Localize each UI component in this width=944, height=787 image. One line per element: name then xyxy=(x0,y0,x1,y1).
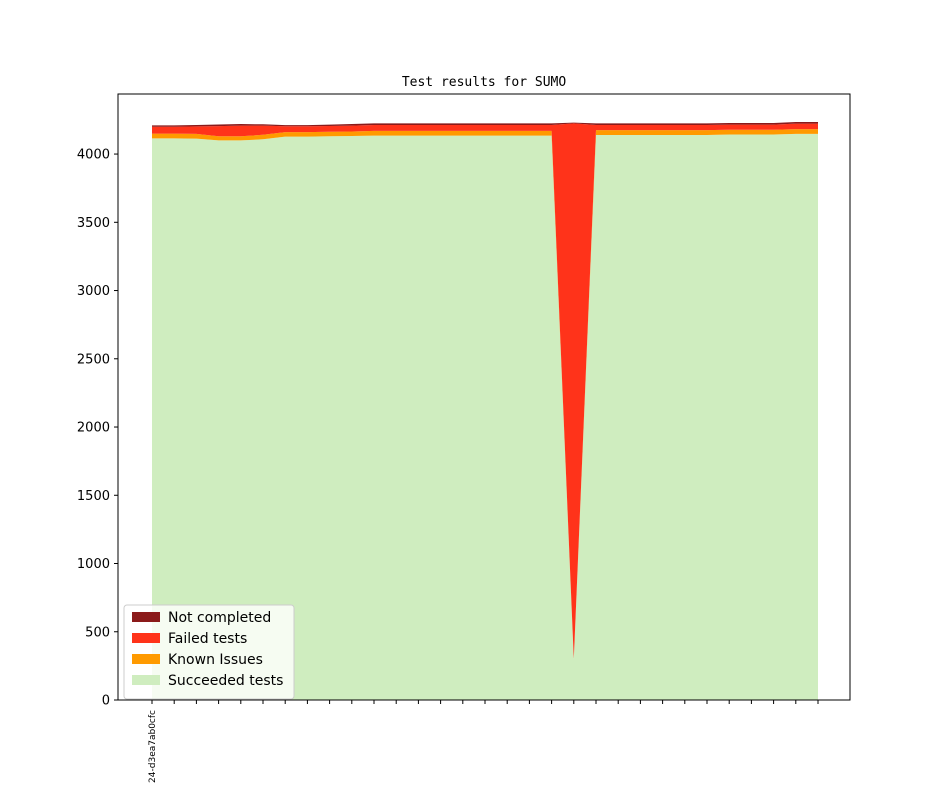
legend-swatch xyxy=(132,633,160,643)
y-tick-label: 4000 xyxy=(77,148,110,163)
y-tick-label: 3500 xyxy=(77,216,110,231)
legend-label: Succeeded tests xyxy=(168,673,283,689)
legend-box xyxy=(123,604,295,700)
y-tick-label: 2500 xyxy=(77,352,110,367)
area-not-completed xyxy=(152,121,818,127)
legend-swatch xyxy=(132,612,160,622)
plot-areas xyxy=(152,121,818,701)
legend-swatch xyxy=(132,675,160,685)
area-succeeded-tests xyxy=(152,133,818,701)
legend-label: Known Issues xyxy=(168,652,263,668)
chart-title: Test results for SUMO xyxy=(402,75,567,90)
y-tick-label: 500 xyxy=(85,625,110,640)
axes-frame xyxy=(117,93,851,701)
y-tick-label: 1500 xyxy=(77,489,110,504)
y-tick-label: 2000 xyxy=(77,421,110,436)
legend-swatch xyxy=(132,654,160,664)
y-axis: 0 500 1000 1500 2000 2500 3000 3500 4000 xyxy=(77,148,118,709)
x-axis: 24-d3ea7ab0cfc xyxy=(148,700,819,783)
x-tick-label: 24-d3ea7ab0cfc xyxy=(148,710,158,783)
legend: Not completed Failed tests Known Issues Suc… xyxy=(123,604,295,700)
y-tick-label: 1000 xyxy=(77,557,110,572)
legend-label: Failed tests xyxy=(168,631,247,647)
y-tick-label: 0 xyxy=(102,694,110,709)
y-tick-label: 3000 xyxy=(77,284,110,299)
legend-label: Not completed xyxy=(168,610,271,626)
